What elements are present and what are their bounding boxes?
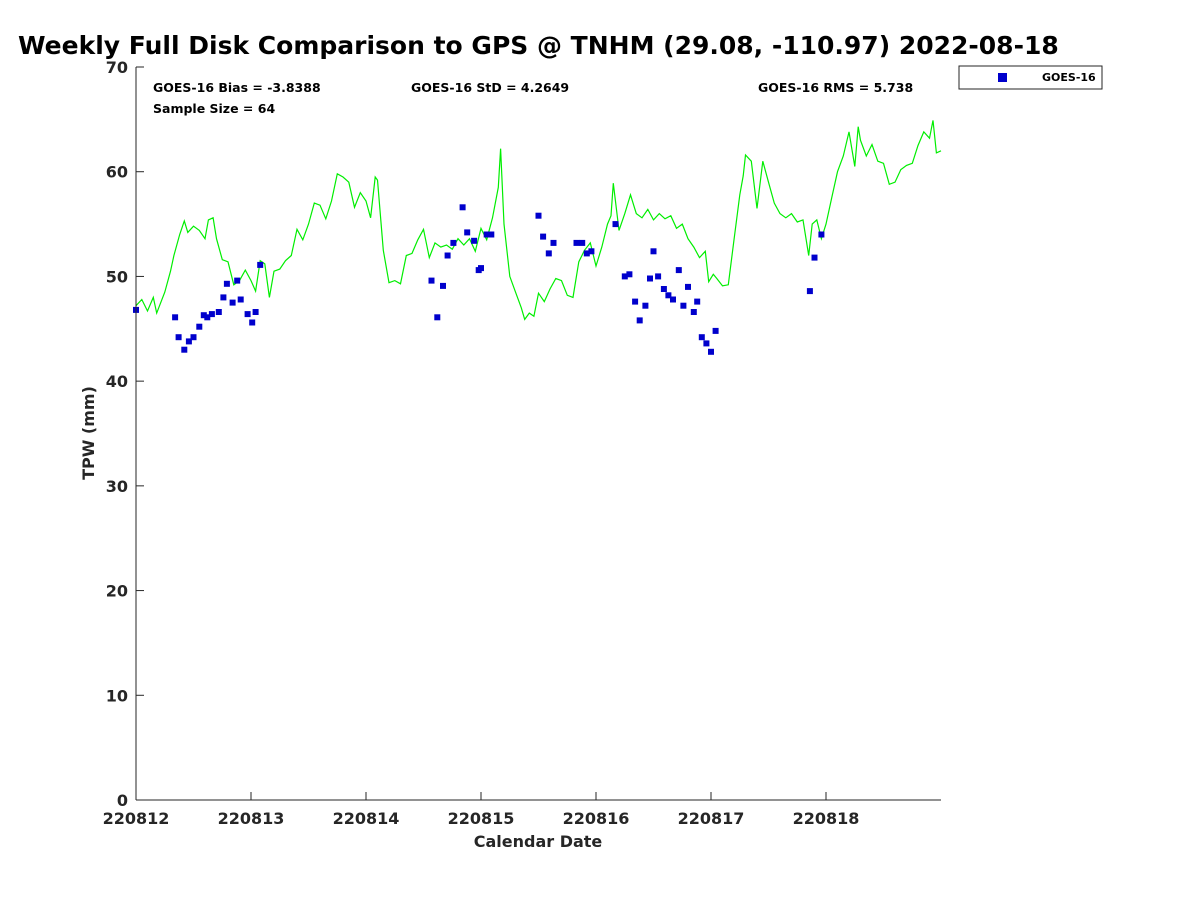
y-tick-label: 30 [106,477,128,496]
goes16-point [694,298,701,305]
goes16-scatter-layer [133,204,825,355]
x-tick-label: 220818 [793,809,860,828]
goes16-point [252,309,259,315]
legend-marker-square [998,73,1007,82]
goes16-point [712,327,719,334]
goes16-point [471,237,478,244]
goes16-point [196,323,203,330]
gps-line-layer [135,120,942,321]
x-tick-label: 220816 [563,809,630,828]
goes16-point [588,248,595,255]
y-axis-label: TPW (mm) [79,386,98,480]
goes16-point [488,231,495,238]
goes16-point [708,348,714,355]
x-axis-label: Calendar Date [474,832,603,851]
goes16-point [636,317,643,324]
x-axis-ticks: 220812 220813 220814 220815 220816 220817 2208… [103,792,860,828]
goes16-point [818,231,825,238]
x-tick-label: 220812 [103,809,170,828]
goes16-point [647,275,653,282]
goes16-point [621,273,628,280]
legend: GOES-16 [958,65,1103,90]
goes16-point [249,319,256,326]
plot-area [133,67,942,801]
plot-background [136,67,941,800]
goes16-point [175,334,182,341]
x-tick-label: 220813 [218,809,285,828]
goes16-point [234,277,241,284]
y-tick-label: 50 [106,267,128,286]
y-tick-label: 10 [106,686,128,705]
goes16-point [229,299,236,306]
goes16-point [698,334,705,341]
goes16-point [450,239,457,246]
goes16-point [478,265,484,272]
goes16-point [483,231,490,238]
goes16-point [545,250,552,257]
goes16-point [204,314,211,321]
goes16-point [811,254,818,261]
stat-bias: GOES-16 Bias = -3.8388 [153,80,321,95]
goes16-point [459,204,466,211]
goes16-point [550,239,557,246]
goes16-point [685,283,691,290]
goes16-point [540,233,547,240]
goes16-point [675,267,682,274]
goes16-point [200,312,207,319]
goes16-point [208,311,215,318]
x-tick-label: 220815 [448,809,515,828]
goes16-point [670,296,676,303]
stat-sample-size: Sample Size = 64 [153,101,275,116]
goes16-point [215,309,222,315]
goes16-point [573,239,580,246]
goes16-point [220,294,227,301]
goes16-point [185,338,192,345]
x-tick-label: 220817 [678,809,745,828]
goes16-point [428,277,435,284]
goes16-point [650,248,657,255]
goes16-point [181,346,188,353]
goes16-point [440,282,446,289]
x-tick-label: 220814 [333,809,400,828]
goes16-point [244,311,251,318]
goes16-point [665,292,672,299]
goes16-point [655,273,662,280]
y-tick-label: 60 [106,163,128,182]
goes16-point [680,302,687,309]
goes16-point [257,261,264,268]
goes16-point [583,250,590,257]
goes16-point [223,280,230,287]
goes16-point [464,229,471,236]
goes16-point [703,340,710,347]
y-tick-label: 70 [106,58,128,77]
y-tick-label: 40 [106,372,128,391]
goes16-point [237,296,244,303]
goes16-point [632,298,639,305]
legend-box [958,65,1103,90]
chart-title: Weekly Full Disk Comparison to GPS @ TNH… [18,31,1059,60]
goes16-point [444,252,451,259]
y-tick-label: 0 [117,791,128,810]
stat-rms: GOES-16 RMS = 5.738 [758,80,913,95]
goes16-point [642,302,649,309]
y-tick-label: 20 [106,582,128,601]
goes16-point [434,314,441,321]
goes16-point [806,288,813,295]
goes16-point [612,221,619,228]
goes16-point [190,334,197,341]
legend-entry-goes16: GOES-16 [1042,71,1096,84]
goes16-point [579,239,586,246]
goes16-point [660,286,667,292]
goes16-point [172,314,179,321]
goes16-point [626,271,633,278]
y-axis-ticks: 0 10 20 30 40 50 60 70 [106,58,144,810]
gps-tpw-line [135,120,942,321]
goes16-point [535,212,542,219]
stat-std: GOES-16 StD = 4.2649 [411,80,569,95]
goes16-point [690,309,697,315]
